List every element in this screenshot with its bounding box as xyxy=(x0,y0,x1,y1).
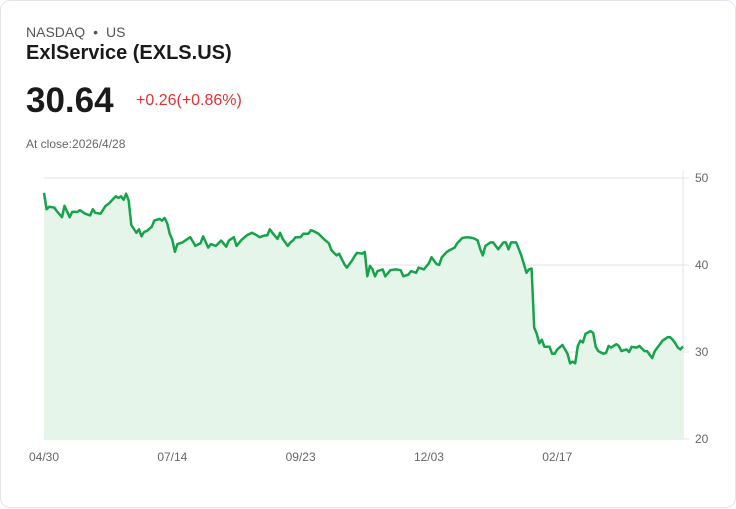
region: US xyxy=(106,24,126,40)
x-tick-label: 07/14 xyxy=(157,450,187,464)
exchange-info: NASDAQ • US xyxy=(26,24,125,40)
x-tick-label: 12/03 xyxy=(414,450,444,464)
price-area xyxy=(44,192,683,439)
x-tick-label: 09/23 xyxy=(286,450,316,464)
stock-title: ExlService (EXLS.US) xyxy=(26,42,232,64)
y-tick-label: 30 xyxy=(695,345,709,359)
y-tick-label: 20 xyxy=(695,432,709,446)
exchange-name: NASDAQ xyxy=(26,24,86,40)
close-label: At close:2026/4/28 xyxy=(26,137,126,151)
price-line xyxy=(42,192,684,365)
price-change: +0.26(+0.86%) xyxy=(136,92,242,109)
y-tick-label: 40 xyxy=(695,258,709,272)
y-tick-label: 50 xyxy=(695,171,709,185)
x-tick-label: 02/17 xyxy=(542,450,572,464)
x-tick-label: 04/30 xyxy=(29,450,59,464)
stock-price: 30.64 xyxy=(26,81,114,120)
separator: • xyxy=(93,24,99,40)
